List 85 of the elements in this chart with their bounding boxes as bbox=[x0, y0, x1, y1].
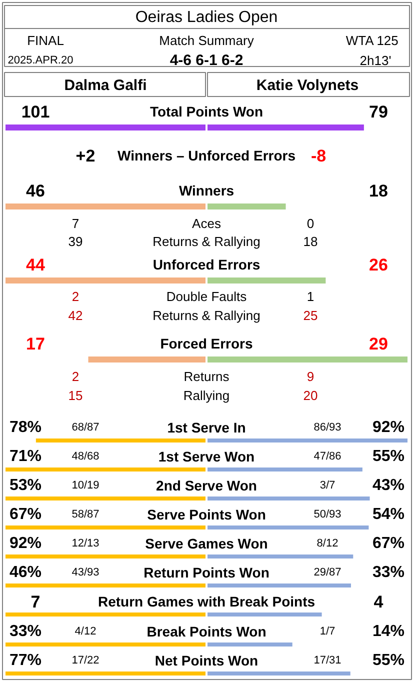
data-label: 14% bbox=[372, 623, 405, 640]
category-label: 2nd Serve Won bbox=[156, 478, 257, 494]
text: 4-6 6-1 6-2 bbox=[170, 52, 244, 69]
category-label: Double Faults bbox=[166, 289, 248, 304]
data-label: 53% bbox=[9, 477, 42, 494]
data-label: 26 bbox=[369, 256, 388, 274]
data-label: 17/22 bbox=[72, 654, 100, 666]
data-label: 79 bbox=[369, 102, 388, 122]
data-label: 1/7 bbox=[320, 626, 336, 638]
data-label: 78% bbox=[9, 419, 42, 436]
data-label: 77% bbox=[9, 652, 42, 669]
data-label: 33% bbox=[372, 564, 405, 581]
category-label: Total Points Won bbox=[150, 104, 264, 120]
data-label: 33% bbox=[9, 623, 42, 640]
category-label: Returns bbox=[184, 369, 230, 384]
data-label: 58/87 bbox=[72, 508, 100, 520]
category-label: Winners – Unforced Errors bbox=[117, 148, 296, 164]
data-label: 43/93 bbox=[72, 566, 100, 578]
data-label: 15 bbox=[68, 388, 83, 403]
data-label: 4 bbox=[374, 592, 384, 612]
category-label: Winners bbox=[178, 182, 234, 198]
data-label: 20 bbox=[303, 388, 318, 403]
data-label: 101 bbox=[21, 102, 50, 122]
data-label: 10/19 bbox=[72, 480, 100, 492]
data-label: 67% bbox=[9, 506, 42, 523]
category-label: Unforced Errors bbox=[152, 256, 260, 272]
category-label: 1st Serve Won bbox=[158, 448, 255, 464]
category-label: Serve Games Won bbox=[145, 536, 268, 552]
data-label: 55% bbox=[372, 448, 405, 465]
data-label: 46 bbox=[26, 182, 45, 200]
data-label: 46% bbox=[9, 564, 42, 581]
data-label: 50/93 bbox=[314, 508, 342, 520]
data-label: +2 bbox=[76, 146, 96, 166]
data-label: 4/12 bbox=[74, 626, 96, 638]
data-label: 8/12 bbox=[316, 538, 338, 550]
data-label: 2 bbox=[72, 289, 80, 304]
category-label: Rallying bbox=[183, 388, 230, 403]
category-label: Forced Errors bbox=[160, 336, 254, 352]
text: Oeiras Ladies Open bbox=[135, 9, 278, 26]
category-label: 1st Serve In bbox=[167, 420, 246, 436]
data-label: 12/13 bbox=[72, 538, 100, 550]
category-label: Return Games with Break Points bbox=[98, 594, 316, 610]
data-label: 92% bbox=[372, 419, 405, 436]
data-label: 29 bbox=[369, 334, 388, 354]
data-label: 17/31 bbox=[314, 654, 342, 666]
category-label: Serve Points Won bbox=[147, 506, 266, 522]
data-label: 92% bbox=[9, 535, 42, 552]
data-label: 43% bbox=[372, 477, 405, 494]
data-label: 39 bbox=[68, 234, 83, 249]
data-label: 42 bbox=[68, 308, 83, 323]
category-label: Returns & Rallying bbox=[152, 234, 260, 249]
data-label: 7 bbox=[30, 592, 40, 612]
data-label: 86/93 bbox=[314, 422, 342, 434]
text: 2h13' bbox=[360, 53, 392, 68]
category-label: Return Points Won bbox=[144, 564, 270, 580]
data-label: 9 bbox=[306, 369, 314, 384]
text: 2025.APR.20 bbox=[8, 54, 74, 66]
data-label: 47/86 bbox=[314, 450, 342, 462]
data-label: 18 bbox=[369, 182, 388, 200]
data-label: 17 bbox=[26, 334, 45, 354]
data-label: 25 bbox=[303, 308, 318, 323]
category-label: Break Points Won bbox=[146, 624, 266, 640]
data-label: 0 bbox=[306, 216, 314, 231]
data-label: 71% bbox=[9, 448, 42, 465]
text: Katie Volynets bbox=[256, 77, 359, 94]
data-label: 1 bbox=[306, 289, 314, 304]
data-label: 29/87 bbox=[314, 566, 342, 578]
category-label: Returns & Rallying bbox=[152, 308, 260, 323]
data-label: 3/7 bbox=[320, 480, 336, 492]
category-label: Aces bbox=[192, 216, 222, 231]
data-label: 55% bbox=[372, 652, 405, 669]
text: Match Summary bbox=[159, 33, 254, 48]
data-label: 54% bbox=[372, 506, 405, 523]
category-label: Net Points Won bbox=[154, 652, 258, 668]
data-label: 68/87 bbox=[72, 422, 100, 434]
data-label: 44 bbox=[26, 256, 46, 274]
text: Dalma Galfi bbox=[64, 77, 147, 94]
data-label: 18 bbox=[303, 234, 318, 249]
data-label: 67% bbox=[372, 535, 405, 552]
data-label: 2 bbox=[72, 369, 80, 384]
data-label: 7 bbox=[72, 216, 80, 231]
text: WTA 125 bbox=[346, 33, 398, 48]
data-label: -8 bbox=[310, 146, 326, 166]
text: FINAL bbox=[27, 33, 64, 48]
data-label: 48/68 bbox=[72, 450, 100, 462]
